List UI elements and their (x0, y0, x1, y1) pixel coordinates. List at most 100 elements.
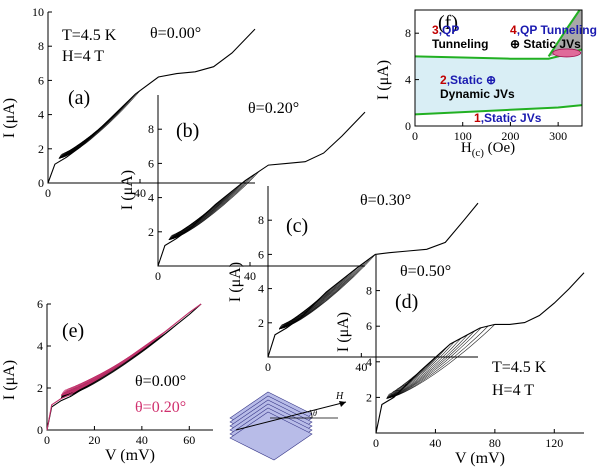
panel-c-ytick-label: 8 (258, 213, 264, 227)
panel-a-ytick-label: 6 (38, 73, 44, 87)
panel-a-ytick-label: 2 (38, 142, 44, 156)
field-arrow-h-glyph: H (335, 391, 344, 402)
region-3-label-line2: Tunneling (432, 37, 488, 51)
panel-d-ytick-label: 6 (366, 319, 372, 333)
panel-d-annotation: θ=0.50° (400, 263, 451, 280)
panel-c-ytick-label: 6 (258, 247, 264, 261)
panel-e-xtick-label: 40 (136, 433, 148, 447)
panel-d-label: (d) (395, 291, 418, 313)
region-4-label: 4,QP Tunneling (510, 23, 597, 37)
panel-e-xtick-label: 60 (183, 433, 195, 447)
region-4-marker (552, 48, 582, 58)
panel-a-ylabel: I (μA) (1, 98, 18, 138)
panel-c-label: (c) (286, 215, 308, 237)
panel-a-xtick-label: 40 (134, 186, 146, 200)
panel-a-annotation: T=4.5 K (62, 27, 117, 44)
panel-f-xtick-label: 100 (454, 129, 472, 143)
panel-d-ylabel: I (μA) (335, 312, 352, 352)
panel-f-xlabel: H(c) (Oe) (461, 140, 515, 159)
panel-e-ytick-label: 6 (37, 297, 43, 311)
phase-boundary-lower (414, 104, 583, 116)
panel-f-frame (414, 9, 583, 127)
panel-f-ytick-label: 0 (405, 119, 411, 133)
panel-c-ytick-label: 2 (258, 316, 264, 330)
panel-a-ytick-label: 8 (38, 39, 44, 53)
panel-e-label: (e) (62, 320, 84, 342)
layer-stack-icon: Hθ (229, 391, 347, 461)
panel-e-ytick-label: 4 (37, 339, 43, 353)
panel-f-xtick-label: 300 (549, 129, 567, 143)
panel-e-trace-1 (46, 303, 202, 431)
region-2-label-line2: Dynamic JVs (440, 87, 515, 101)
panel-b-annotation: θ=0.20° (248, 100, 299, 117)
panel-d-trace (375, 272, 585, 434)
angle-theta-glyph: θ (313, 409, 317, 418)
panel-c-ylabel: I (μA) (227, 262, 244, 302)
panel-f-ytick-label: 8 (405, 26, 411, 40)
panel-d-branch (386, 325, 489, 399)
stack-layer (229, 411, 313, 461)
region-1-label: 1,Static JVs (474, 111, 542, 125)
panel-b-ylabel: I (μA) (119, 170, 136, 210)
region-2-label: 2,Static ⊕ (440, 73, 496, 87)
panel-e-xtick-label: 20 (88, 433, 100, 447)
panel-d-xtick-label: 40 (429, 436, 441, 450)
panel-b-trace (157, 111, 366, 267)
legend-theta-000: θ=0.00° (135, 373, 186, 390)
phase-boundary-steep (547, 9, 581, 57)
panel-a-ytick-label: 4 (38, 108, 44, 122)
field-arrow-line (235, 401, 347, 431)
panel-c-branch (279, 254, 376, 330)
angle-arc (309, 409, 313, 419)
panel-a-ytick-label: 10 (32, 5, 44, 19)
panel-e-ylabel: I (μA) (1, 360, 18, 400)
panel-c-xtick-label: 40 (355, 360, 367, 374)
panel-d-branch (386, 330, 475, 399)
panel-c-xtick-label: 0 (265, 360, 271, 374)
panel-e-xtick-label: 0 (44, 433, 50, 447)
panel-d-ytick-label: 4 (366, 355, 372, 369)
panel-a-branch (58, 106, 123, 159)
panel-a-branch (58, 102, 127, 159)
panel-e-ytick-label: 2 (37, 381, 43, 395)
panel-a-annotation: H=4 T (62, 48, 104, 65)
panel-a-xtick-label: 0 (45, 186, 51, 200)
panel-b-ytick-label: 2 (148, 225, 154, 239)
panel-d-xtick-label: 0 (373, 436, 379, 450)
panel-f-xtick-label: 0 (412, 129, 418, 143)
panel-b-ytick-label: 6 (148, 156, 154, 170)
legend-theta-020: θ=0.20° (135, 399, 186, 416)
panel-c-annotation: θ=0.30° (360, 192, 411, 209)
panel-b-label: (b) (176, 120, 199, 142)
panel-f-ylabel: I (μA) (375, 60, 392, 100)
field-arrowhead (339, 401, 346, 407)
panel-b-ytick-label: 8 (148, 122, 154, 136)
panel-f-label: (f) (438, 12, 458, 34)
region-4-label-line2: ⊕ Static JVs (510, 37, 581, 51)
panel-d-annotation: H=4 T (492, 382, 534, 399)
panel-f-ytick-label: 4 (405, 73, 411, 87)
panel-d-xlabel: V (mV) (455, 450, 505, 467)
panel-d-branch (386, 324, 496, 399)
panel-b-branch (168, 171, 260, 240)
panel-b-xtick-label: 0 (155, 269, 161, 283)
panel-c-trace (267, 202, 479, 358)
panel-d-branch (386, 346, 448, 399)
panel-d-branch (386, 334, 469, 399)
panel-e-xlabel: V (mV) (105, 447, 155, 464)
panel-d-ytick-label: 8 (366, 284, 372, 298)
panel-b-ytick-label: 4 (148, 191, 154, 205)
panel-d-xtick-label: 120 (545, 436, 563, 450)
panel-b-xtick-label: 40 (244, 269, 256, 283)
panel-b-branch (168, 173, 256, 240)
panel-a-ytick-label: 0 (38, 176, 44, 190)
panel-d-annotation: T=4.5 K (492, 359, 547, 376)
panel-d-branch (386, 327, 482, 399)
panel-a-annotation: θ=0.00° (150, 25, 201, 42)
panel-d-branch (386, 352, 442, 399)
region-3-label: 3,QP (432, 23, 459, 37)
panel-e-ytick-label: 0 (37, 423, 43, 437)
panel-d-ytick-label: 2 (366, 390, 372, 404)
region-2-area (415, 49, 582, 115)
